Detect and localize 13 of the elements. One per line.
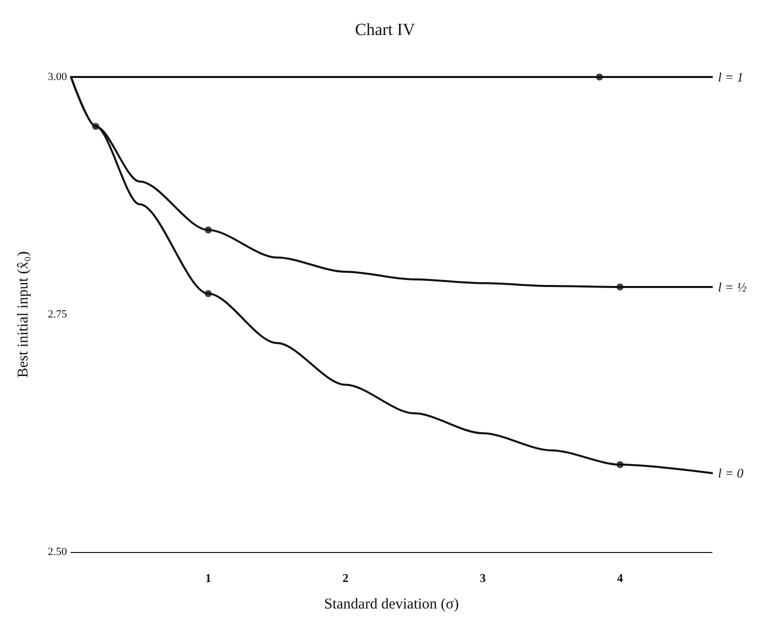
y-tick-label: 3.00 (48, 71, 68, 83)
x-tick-label: 4 (617, 571, 624, 585)
series-label: l = ½ (718, 279, 747, 294)
y-tick-label: 2.50 (48, 546, 68, 558)
x-tick-label: 2 (342, 571, 349, 585)
series-label: l = 1 (718, 70, 744, 84)
x-tick-label: 1 (205, 571, 212, 585)
x-tick-label: 3 (480, 571, 486, 585)
y-tick-label: 2.75 (48, 308, 68, 320)
x-axis-title: Standard deviation (σ) (324, 596, 459, 612)
chart-title: Chart IV (355, 20, 416, 39)
y-axis-title: Best initial input (x̂₀) (16, 251, 32, 378)
series-label: l = 0 (718, 466, 744, 481)
